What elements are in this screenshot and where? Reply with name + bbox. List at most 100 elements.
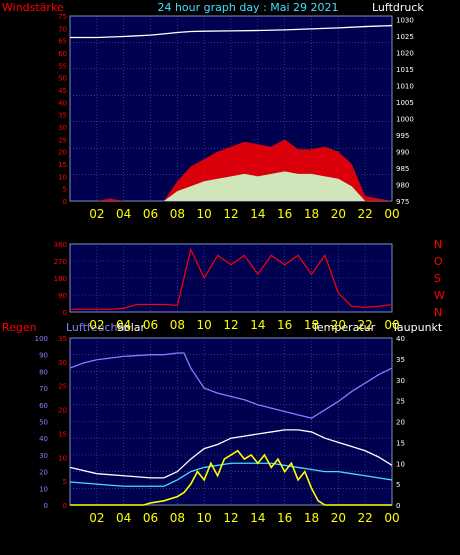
pressure-tick-label: 1030 <box>396 16 414 24</box>
rain-tick-label: 15 <box>58 430 67 438</box>
temperature-tick-label: 40 <box>396 335 405 343</box>
temperatur-line <box>69 429 393 479</box>
time-tick-label: 02 <box>89 207 104 221</box>
wind-tick-label: 55 <box>58 62 67 70</box>
rain-tick-label: 20 <box>58 407 67 415</box>
time-tick-label: 10 <box>197 318 212 332</box>
pressure-tick-label: 990 <box>396 148 409 156</box>
taupunkt-label: Taupunkt <box>391 321 443 334</box>
compass-label: O <box>434 255 443 268</box>
time-tick-label: 22 <box>358 207 373 221</box>
time-tick-label: 00 <box>384 207 399 221</box>
time-tick-label: 22 <box>358 511 373 525</box>
time-tick-label: 14 <box>250 511 265 525</box>
time-tick-label: 04 <box>116 511 131 525</box>
time-tick-label: 18 <box>304 318 319 332</box>
time-tick-label: 02 <box>89 318 104 332</box>
direction-tick-label: 180 <box>54 275 67 283</box>
compass-label: N <box>434 238 442 251</box>
wind-tick-label: 15 <box>58 161 67 169</box>
rain-tick-label: 0 <box>63 502 67 510</box>
wind-speed-area <box>70 171 392 201</box>
pressure-tick-label: 1020 <box>396 49 414 57</box>
rain-tick-label: 5 <box>63 478 67 486</box>
wind-tick-label: 50 <box>58 75 67 83</box>
pressure-tick-label: 1025 <box>396 33 414 41</box>
pressure-line <box>70 24 393 39</box>
pressure-tick-label: 975 <box>396 198 409 206</box>
rain-tick-label: 25 <box>58 383 67 391</box>
time-tick-label: 16 <box>277 318 292 332</box>
wind-tick-label: 35 <box>58 112 67 120</box>
humidity-tick-label: 60 <box>39 402 48 410</box>
wind-tick-label: 70 <box>58 25 67 33</box>
time-tick-label: 12 <box>223 207 238 221</box>
wind-tick-label: 75 <box>58 13 67 21</box>
wind-tick-label: 0 <box>63 198 67 206</box>
pressure-tick-label: 1015 <box>396 66 414 74</box>
regen-label: Regen <box>2 321 37 334</box>
time-tick-label: 06 <box>143 318 158 332</box>
time-tick-label: 14 <box>250 318 265 332</box>
temperature-tick-label: 35 <box>396 356 405 364</box>
time-tick-label: 16 <box>277 511 292 525</box>
solar-label: Solar <box>117 321 146 334</box>
temperature-tick-label: 20 <box>396 419 405 427</box>
time-tick-label: 20 <box>331 207 346 221</box>
temperature-tick-label: 25 <box>396 398 405 406</box>
time-tick-label: 20 <box>331 318 346 332</box>
time-tick-label: 02 <box>89 511 104 525</box>
humidity-tick-label: 0 <box>44 502 48 510</box>
luftfeuchte-line <box>69 352 393 419</box>
time-tick-label: 18 <box>304 511 319 525</box>
humidity-tick-label: 20 <box>39 469 48 477</box>
time-tick-label: 14 <box>250 207 265 221</box>
compass-label: N <box>434 306 442 319</box>
compass-label: W <box>434 289 445 302</box>
time-tick-label: 12 <box>223 511 238 525</box>
wind-direction-line <box>70 247 393 310</box>
wind-tick-label: 20 <box>58 149 67 157</box>
pressure-tick-label: 985 <box>396 165 409 173</box>
wind-tick-label: 60 <box>58 50 67 58</box>
time-tick-label: 08 <box>170 511 185 525</box>
time-tick-label: 00 <box>384 511 399 525</box>
time-tick-label: 16 <box>277 207 292 221</box>
temperatur-label: Temperatur <box>311 321 376 334</box>
rain-tick-label: 35 <box>58 335 67 343</box>
temperature-tick-label: 30 <box>396 377 405 385</box>
time-tick-label: 06 <box>143 207 158 221</box>
time-tick-label: 08 <box>170 318 185 332</box>
direction-tick-label: 0 <box>63 309 67 317</box>
pressure-tick-label: 1000 <box>396 115 414 123</box>
wind-tick-label: 65 <box>58 38 67 46</box>
direction-tick-label: 270 <box>54 258 67 266</box>
wind-tick-label: 10 <box>58 173 67 181</box>
pressure-tick-label: 980 <box>396 181 409 189</box>
pressure-tick-label: 995 <box>396 132 409 140</box>
time-tick-label: 18 <box>304 207 319 221</box>
chart-title: 24 hour graph day : Mai 29 2021 <box>157 1 338 14</box>
time-tick-label: 08 <box>170 207 185 221</box>
time-tick-label: 12 <box>223 318 238 332</box>
compass-label: S <box>434 272 441 285</box>
humidity-tick-label: 50 <box>39 419 48 427</box>
wind-tick-label: 30 <box>58 124 67 132</box>
windstaerke-label: Windstärke <box>2 1 64 14</box>
taupunkt-line <box>69 462 393 487</box>
time-tick-label: 04 <box>116 318 131 332</box>
humidity-tick-label: 10 <box>39 485 48 493</box>
solar-line <box>70 449 392 506</box>
direction-tick-label: 90 <box>58 292 67 300</box>
time-tick-label: 22 <box>358 318 373 332</box>
wind-tick-label: 25 <box>58 136 67 144</box>
wind-tick-label: 5 <box>63 186 67 194</box>
wind-tick-label: 45 <box>58 87 67 95</box>
temperature-tick-label: 0 <box>396 502 400 510</box>
time-tick-label: 10 <box>197 207 212 221</box>
rain-tick-label: 10 <box>58 454 67 462</box>
time-tick-label: 04 <box>116 207 131 221</box>
temperature-tick-label: 15 <box>396 439 405 447</box>
temperature-tick-label: 5 <box>396 481 400 489</box>
